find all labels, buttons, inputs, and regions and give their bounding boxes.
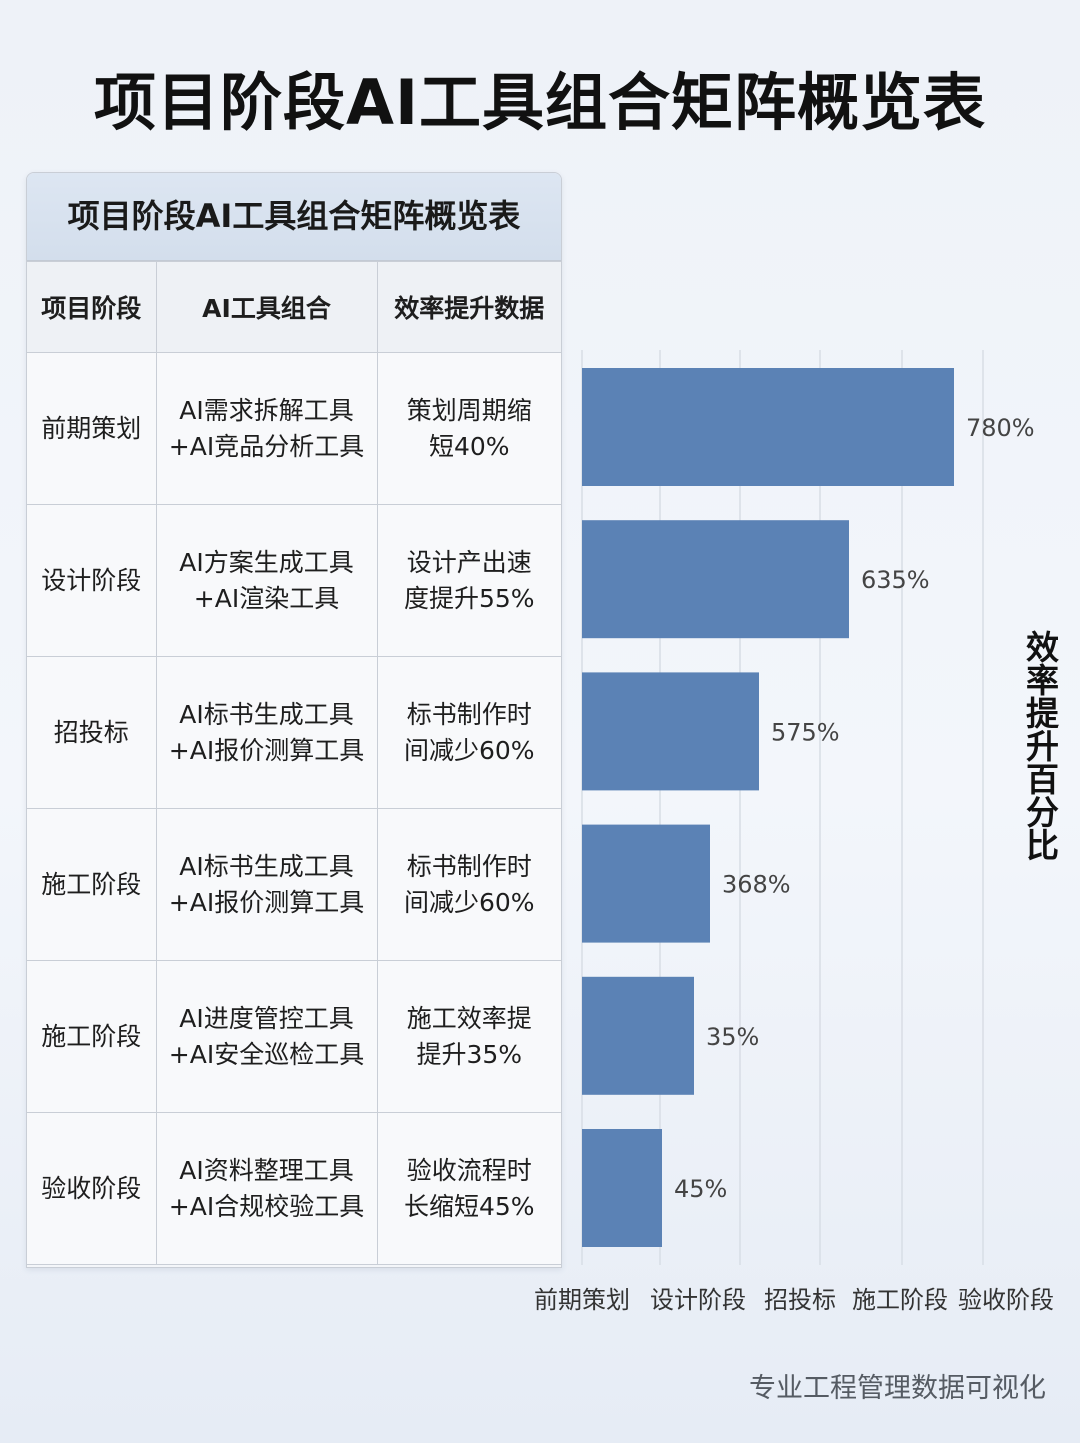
tools-line: +AI报价测算工具: [168, 887, 365, 917]
gain-line: 施工效率提: [406, 1003, 532, 1033]
table-title: 项目阶段AI工具组合矩阵概览表: [27, 173, 561, 261]
gain-line: 长缩短45%: [403, 1191, 535, 1221]
gain-line: 短40%: [428, 431, 510, 461]
matrix-table: 项目阶段 AI工具组合 效率提升数据 前期策划 AI需求拆解工具 +AI竞品分析工…: [27, 261, 561, 1265]
gain-cell: 标书制作时间减少60%: [376, 808, 561, 961]
tick-label: 招投标: [764, 1286, 836, 1314]
bar: [582, 520, 849, 639]
bar: [582, 824, 710, 943]
bar: [582, 368, 954, 486]
tools-cell: AI方案生成工具 +AI渲染工具: [155, 504, 378, 657]
data-label: 45%: [674, 1175, 727, 1203]
gain-cell: 策划周期缩短40%: [376, 352, 561, 505]
gain-cell: 设计产出速度提升55%: [376, 504, 561, 657]
gain-line: 间减少60%: [403, 887, 535, 917]
gain-cell: 标书制作时间减少60%: [376, 656, 561, 809]
table-row: 招投标 AI标书生成工具 +AI报价测算工具 标书制作时间减少60%: [27, 656, 561, 809]
tick-label: 验收阶段: [958, 1286, 1054, 1314]
bar: [582, 976, 694, 1095]
tools-line: AI方案生成工具: [179, 547, 354, 577]
tools-line: +AI渲染工具: [193, 583, 340, 613]
tools-line: +AI合规校验工具: [168, 1191, 365, 1221]
gain-line: 标书制作时: [406, 699, 532, 729]
data-label: 780%: [966, 414, 1035, 442]
stage-cell: 施工阶段: [27, 960, 157, 1113]
data-label: 635%: [861, 566, 930, 594]
tools-line: +AI报价测算工具: [168, 735, 365, 765]
gain-cell: 验收流程时长缩短45%: [376, 1112, 561, 1265]
table-row: 前期策划 AI需求拆解工具 +AI竞品分析工具 策划周期缩短40%: [27, 352, 561, 505]
efficiency-bar-chart: 780% 635% 575% 368% 35% 45% 前期策划 设计阶段 招投标 施工阶段 验收…: [534, 350, 1060, 1314]
tools-cell: AI进度管控工具 +AI安全巡检工具: [155, 960, 378, 1113]
gain-line: 提升35%: [416, 1039, 523, 1069]
axis-title: 效率提升百分比: [1021, 630, 1060, 861]
gain-line: 策划周期缩: [406, 395, 532, 425]
data-label: 575%: [771, 718, 840, 746]
tools-line: +AI竞品分析工具: [168, 431, 365, 461]
gain-line: 度提升55%: [403, 583, 535, 613]
tools-cell: AI标书生成工具 +AI报价测算工具: [155, 656, 378, 809]
stage-cell: 验收阶段: [27, 1112, 157, 1265]
tools-cell: AI资料整理工具 +AI合规校验工具: [155, 1112, 378, 1265]
table-row: 设计阶段 AI方案生成工具 +AI渲染工具 设计产出速度提升55%: [27, 504, 561, 657]
header-tools: AI工具组合: [155, 261, 378, 353]
gain-line: 间减少60%: [403, 735, 535, 765]
footer-caption: 专业工程管理数据可视化: [749, 1373, 1046, 1404]
gain-line: 设计产出速: [406, 547, 532, 577]
bar: [582, 1129, 662, 1247]
header-gain: 效率提升数据: [376, 261, 561, 353]
gain-line: 验收流程时: [406, 1155, 532, 1185]
matrix-card: 项目阶段AI工具组合矩阵概览表 项目阶段 AI工具组合 效率提升数据 前期策划 …: [26, 172, 562, 1268]
gain-line: 标书制作时: [406, 851, 532, 881]
stage-cell: 前期策划: [27, 352, 157, 505]
gain-cell: 施工效率提提升35%: [376, 960, 561, 1113]
tools-line: AI进度管控工具: [179, 1003, 354, 1033]
page-title: 项目阶段AI工具组合矩阵概览表: [93, 66, 987, 139]
tools-line: AI标书生成工具: [179, 699, 354, 729]
table-row: 施工阶段 AI进度管控工具 +AI安全巡检工具 施工效率提提升35%: [27, 960, 561, 1113]
bar: [582, 672, 759, 791]
tools-cell: AI需求拆解工具 +AI竞品分析工具: [155, 352, 378, 505]
tick-label: 施工阶段: [852, 1286, 948, 1314]
tick-label: 前期策划: [534, 1286, 630, 1314]
table-header-row: 项目阶段 AI工具组合 效率提升数据: [27, 261, 561, 353]
tools-line: +AI安全巡检工具: [168, 1039, 365, 1069]
data-label: 368%: [722, 871, 791, 899]
table-row: 验收阶段 AI资料整理工具 +AI合规校验工具 验收流程时长缩短45%: [27, 1112, 561, 1265]
stage-cell: 施工阶段: [27, 808, 157, 961]
stage-cell: 设计阶段: [27, 504, 157, 657]
tick-label: 设计阶段: [650, 1286, 746, 1314]
tools-cell: AI标书生成工具 +AI报价测算工具: [155, 808, 378, 961]
tools-line: AI资料整理工具: [179, 1155, 354, 1185]
header-stage: 项目阶段: [27, 261, 157, 353]
tools-line: AI需求拆解工具: [179, 395, 354, 425]
stage-cell: 招投标: [27, 656, 157, 809]
table-row: 施工阶段 AI标书生成工具 +AI报价测算工具 标书制作时间减少60%: [27, 808, 561, 961]
tools-line: AI标书生成工具: [179, 851, 354, 881]
data-label: 35%: [706, 1023, 759, 1051]
